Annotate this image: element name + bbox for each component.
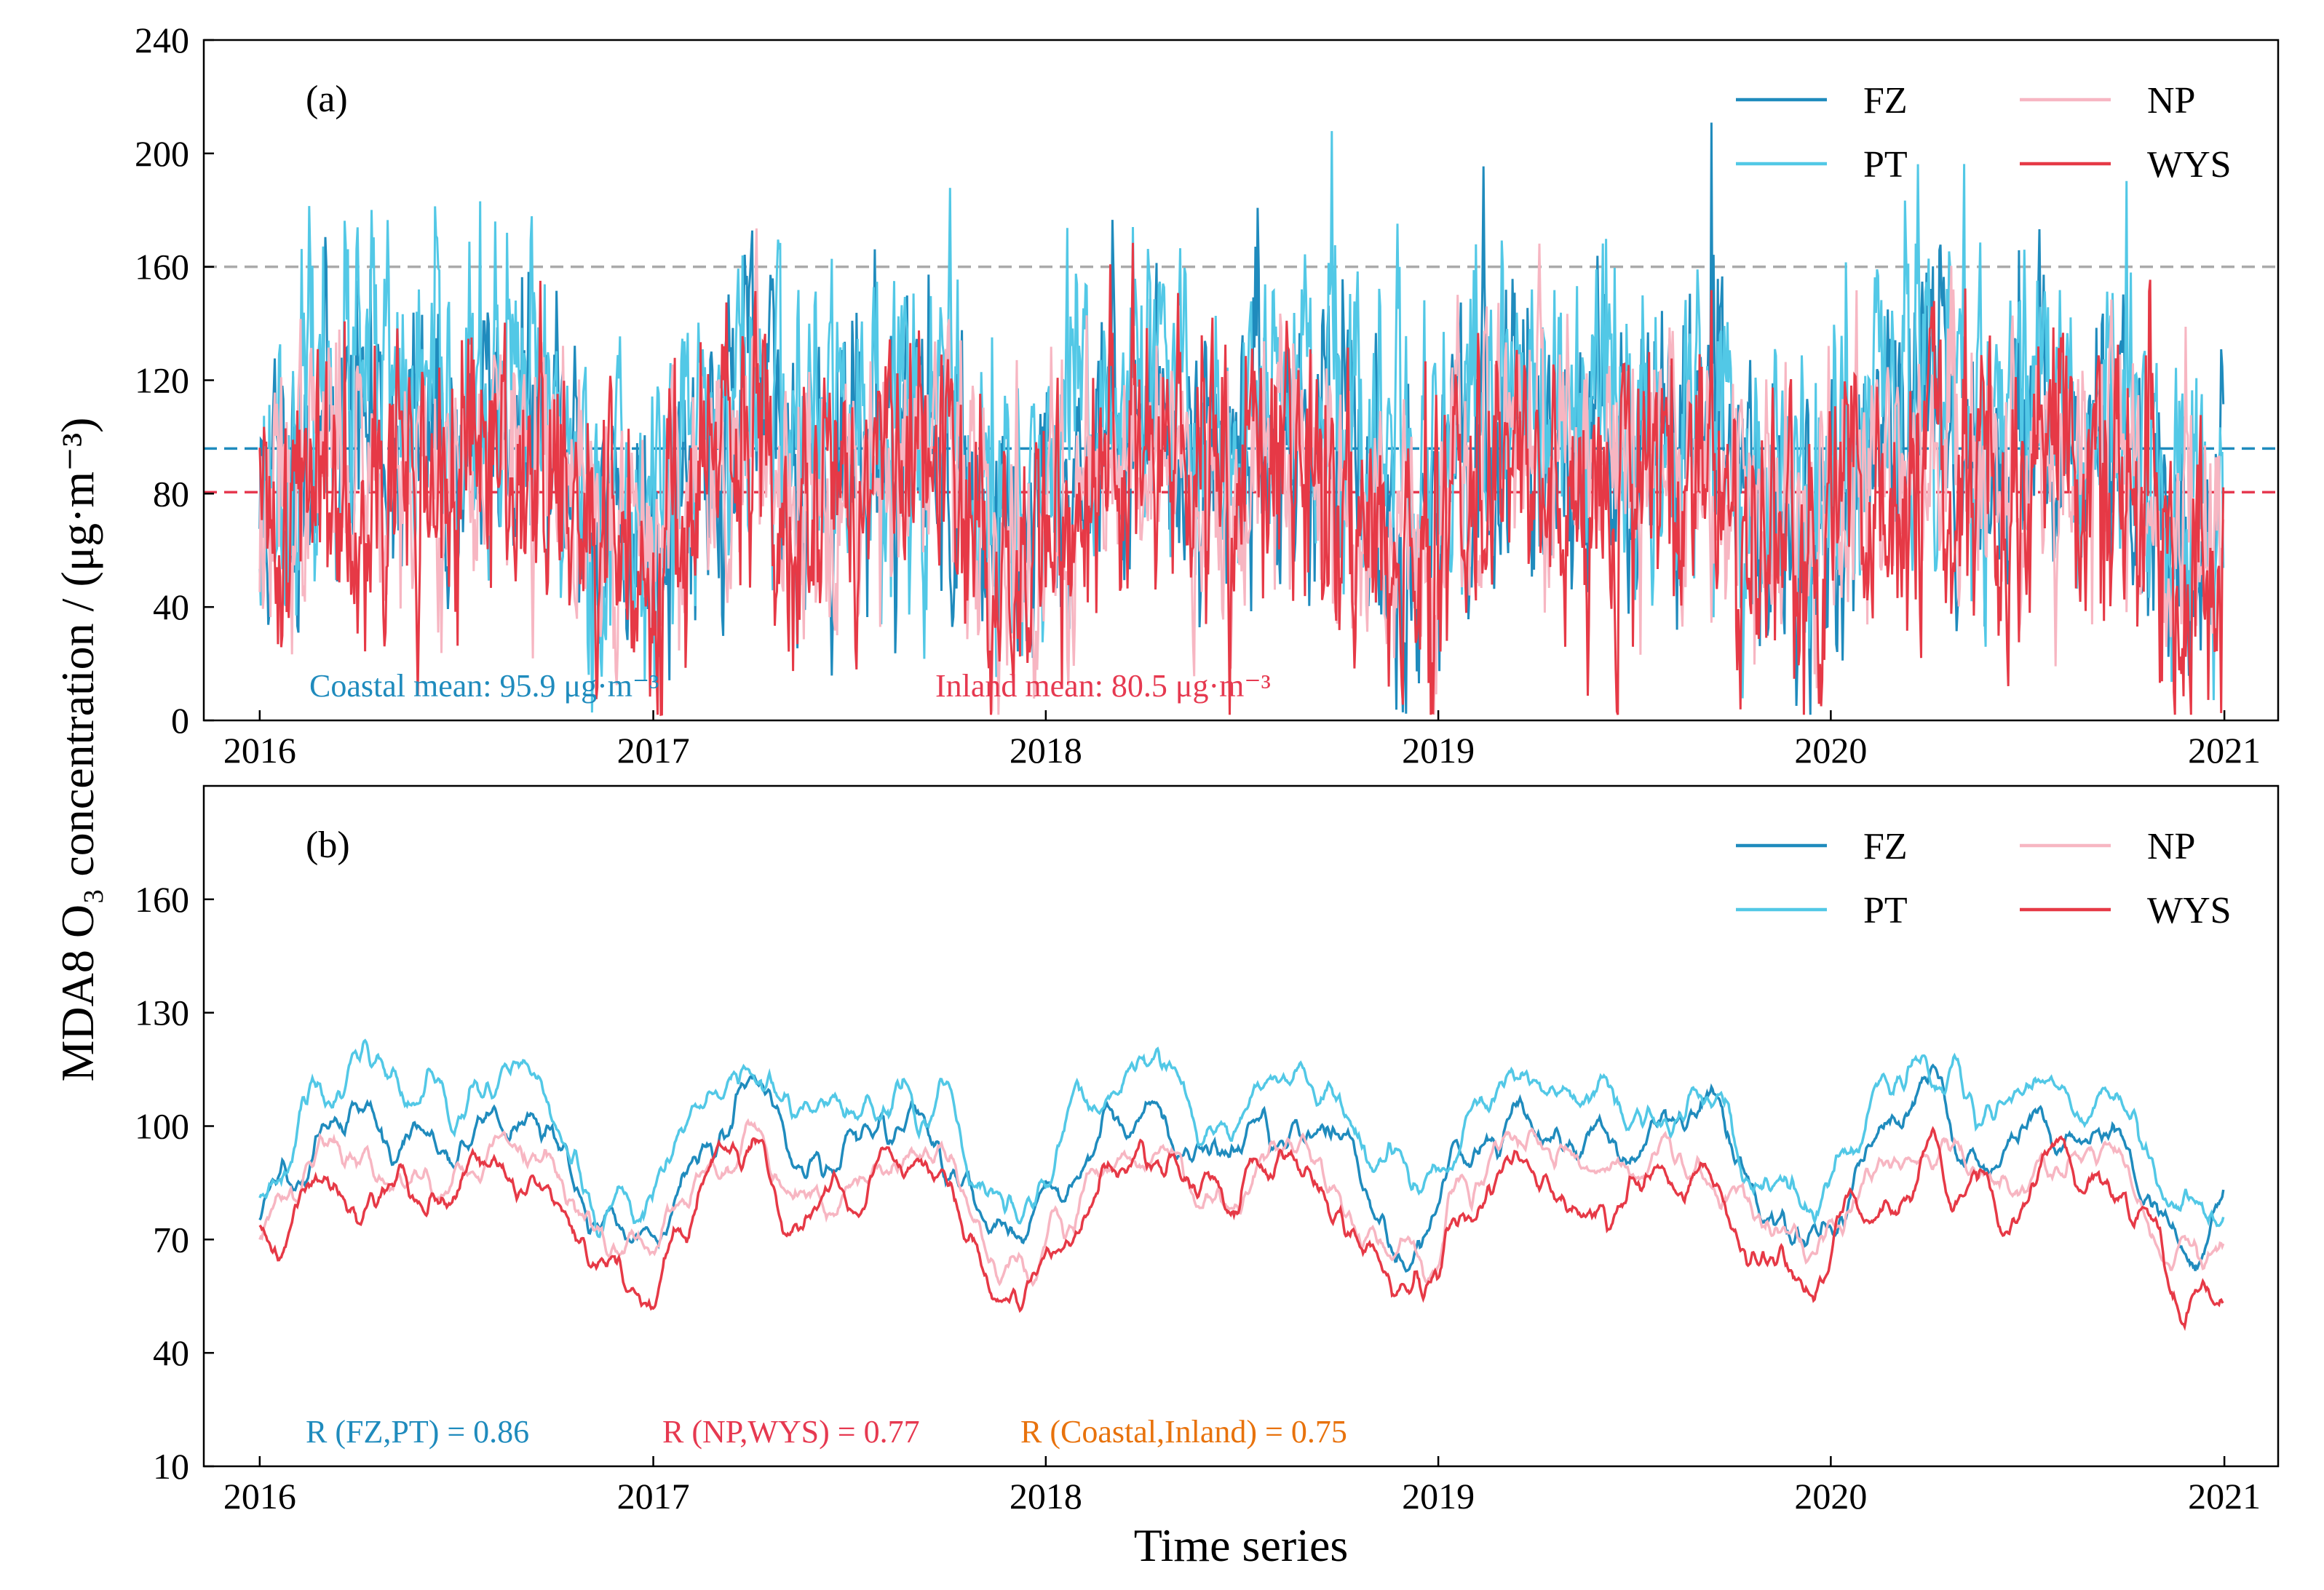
panel-b-x-ticks: 2016 2017 2018 2019 2020 2021 xyxy=(223,1456,2261,1517)
y-tick-label-40: 40 xyxy=(153,1332,189,1373)
legend-label-pt: PT xyxy=(1863,144,1908,186)
x-tick-label-2021: 2021 xyxy=(2188,1476,2261,1517)
legend-label-fz: FZ xyxy=(1863,826,1908,867)
x-tick-label-2020: 2020 xyxy=(1794,1476,1867,1517)
series-line-wys xyxy=(258,1126,2224,1332)
legend-label-fz: FZ xyxy=(1863,80,1908,122)
x-axis-label: Time series xyxy=(1134,1519,1349,1571)
x-tick-label-2017: 2017 xyxy=(617,1476,690,1517)
panel-a-x-ticks: 2016 2017 2018 2019 2020 2021 xyxy=(223,710,2261,771)
series-line-pt xyxy=(258,1038,2225,1239)
y-axis-label: MDA8 O₃ concentration / (μg·m⁻³) xyxy=(52,418,103,1082)
r-fz-pt-annotation: R (FZ,PT) = 0.86 xyxy=(306,1414,529,1450)
y-tick-label-0: 0 xyxy=(171,700,189,741)
y-tick-label-200: 200 xyxy=(135,133,189,174)
y-tick-label-10: 10 xyxy=(153,1446,189,1487)
panel-b-legend: FZ PT NP WYS xyxy=(1736,826,2232,931)
y-tick-label-40: 40 xyxy=(153,587,189,627)
series-line-wys xyxy=(258,242,2225,717)
y-tick-label-70: 70 xyxy=(153,1219,189,1260)
x-tick-label-2017: 2017 xyxy=(617,730,690,771)
panel-a-legend: FZ PT NP WYS xyxy=(1736,80,2232,186)
panel-a-label: (a) xyxy=(306,79,348,120)
y-tick-label-100: 100 xyxy=(135,1106,189,1147)
y-tick-label-160: 160 xyxy=(135,247,189,287)
coastal-mean-annotation: Coastal mean: 95.9 μg·m⁻³ xyxy=(309,668,659,704)
x-tick-label-2018: 2018 xyxy=(1010,730,1082,771)
legend-label-wys: WYS xyxy=(2147,890,2232,931)
x-tick-label-2021: 2021 xyxy=(2188,730,2261,771)
legend-label-pt: PT xyxy=(1863,890,1908,931)
x-tick-label-2019: 2019 xyxy=(1402,730,1475,771)
x-tick-label-2018: 2018 xyxy=(1010,1476,1082,1517)
y-tick-label-80: 80 xyxy=(153,473,189,514)
panel-b: 2016 2017 2018 2019 2020 2021 10 40 70 100 130 160… xyxy=(135,784,2280,1517)
legend-label-np: NP xyxy=(2147,826,2195,867)
y-tick-label-240: 240 xyxy=(135,20,189,60)
legend-label-wys: WYS xyxy=(2147,144,2232,186)
x-tick-label-2016: 2016 xyxy=(223,1476,296,1517)
x-tick-label-2019: 2019 xyxy=(1402,1476,1475,1517)
legend-label-np: NP xyxy=(2147,80,2195,122)
y-tick-label-160: 160 xyxy=(135,879,189,920)
panel-a-y-ticks: 0 40 80 120 160 200 240 xyxy=(135,20,214,741)
panel-b-series xyxy=(258,1038,2225,1332)
inland-mean-annotation: Inland mean: 80.5 μg·m⁻³ xyxy=(935,668,1271,704)
panel-b-y-ticks: 10 40 70 100 130 160 xyxy=(135,879,214,1487)
y-tick-label-120: 120 xyxy=(135,360,189,401)
series-line-np xyxy=(258,1118,2225,1287)
panel-a: 2016 2017 2018 2019 2020 2021 0 40 80 120 160 200 2… xyxy=(135,20,2280,771)
x-tick-label-2016: 2016 xyxy=(223,730,296,771)
series-line-fz xyxy=(258,1063,2225,1273)
panel-b-label: (b) xyxy=(306,824,350,866)
r-np-wys-annotation: R (NP,WYS) = 0.77 xyxy=(662,1414,920,1450)
x-tick-label-2020: 2020 xyxy=(1794,730,1867,771)
panel-a-series xyxy=(258,122,2225,717)
y-tick-label-130: 130 xyxy=(135,993,189,1033)
r-coastal-inland-annotation: R (Coastal,Inland) = 0.75 xyxy=(1020,1414,1347,1450)
